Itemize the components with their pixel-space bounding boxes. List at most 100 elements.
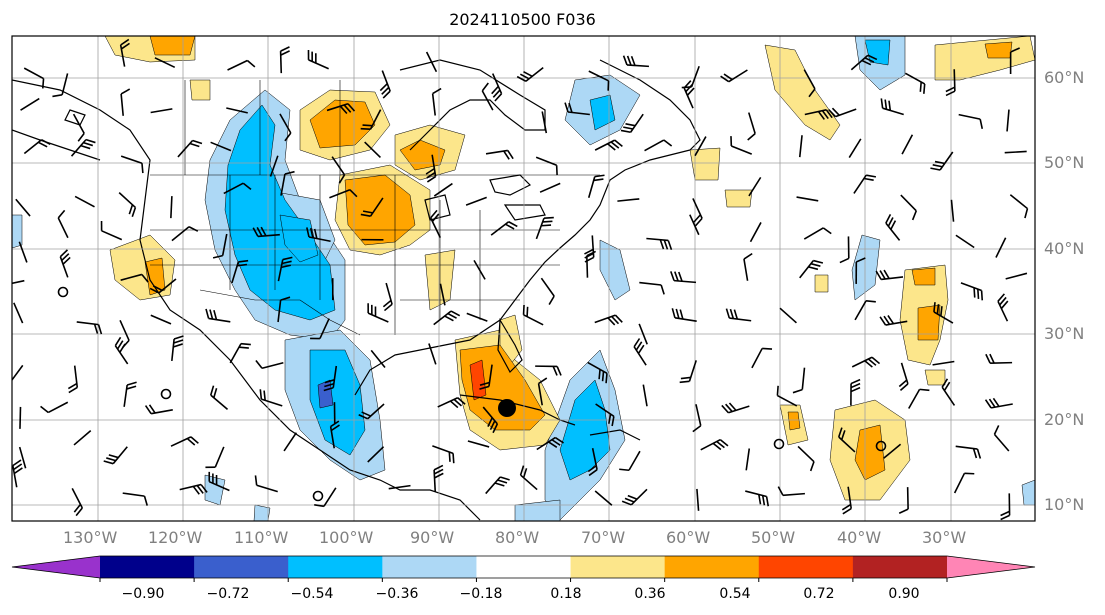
wind-barb — [177, 139, 203, 158]
wind-barb — [1005, 272, 1028, 280]
wind-barb — [149, 278, 177, 294]
wind-barb — [700, 438, 729, 451]
wind-barb — [425, 51, 438, 73]
wind-barb — [425, 154, 437, 183]
wind-barb — [229, 342, 251, 364]
wind-barb — [958, 113, 984, 129]
wind-barb — [885, 214, 901, 241]
wind-barb — [171, 335, 184, 361]
wind-barb — [123, 381, 137, 407]
wind-barb — [314, 487, 337, 508]
wind-barb — [13, 302, 24, 324]
wind-barb — [71, 488, 84, 517]
wind-barb — [179, 483, 208, 495]
wind-barb — [804, 109, 833, 120]
neg-region-small-2 — [204, 474, 226, 506]
storm-center-marker — [498, 399, 516, 417]
wind-barb — [901, 134, 914, 155]
wind-barb — [671, 308, 697, 322]
wind-barb — [743, 252, 753, 281]
wind-barb — [210, 141, 232, 152]
map-frame — [11, 35, 1036, 522]
wind-barb — [15, 198, 31, 217]
pos-region-small-4 — [189, 79, 211, 101]
wind-barb — [1004, 150, 1027, 154]
wind-barb — [689, 214, 700, 236]
lon-label-110w: 110°W — [234, 528, 289, 547]
wind-barb — [72, 113, 85, 142]
wind-barb — [307, 50, 329, 70]
wind-barb — [12, 364, 24, 384]
wind-barb — [360, 197, 384, 217]
wind-barb — [747, 112, 756, 141]
map-field-layer — [12, 36, 1035, 521]
pos-core-small — [787, 411, 801, 431]
wind-barb — [841, 486, 853, 515]
wind-barb — [848, 138, 862, 159]
wind-barb — [594, 139, 623, 151]
pos-region-west — [109, 234, 176, 301]
wind-barb — [52, 73, 69, 98]
wind-barb — [683, 80, 695, 109]
lon-label-120w: 120°W — [148, 528, 203, 547]
wind-barb — [803, 227, 832, 240]
pos-region-atl-north — [764, 44, 841, 141]
wind-barb — [154, 57, 176, 69]
neg-core-plains — [279, 214, 319, 263]
wind-barb — [587, 361, 608, 384]
wind-barb — [720, 69, 748, 83]
wind-barb — [433, 464, 444, 492]
wind-barb — [12, 459, 23, 488]
pos-core-canada — [309, 99, 376, 149]
wind-barb — [100, 220, 123, 241]
colorbar-tick-label: 0.36 — [634, 586, 666, 602]
wind-barb — [620, 113, 644, 134]
calm-circle — [773, 438, 785, 450]
wind-barb — [150, 314, 172, 325]
wind-barb — [905, 72, 926, 94]
wind-barb — [370, 349, 386, 369]
wind-barb — [955, 445, 982, 459]
wind-barb — [670, 271, 697, 284]
wind-barb — [18, 446, 27, 469]
wind-barb — [587, 447, 598, 477]
colorbar-segment — [664, 556, 760, 578]
wind-barb — [252, 226, 280, 238]
map-title: 2024110500 F036 — [449, 10, 596, 29]
neg-core-rockies — [224, 104, 336, 321]
wind-barb — [144, 404, 173, 415]
wind-barb — [803, 69, 816, 98]
colorbar-tick-label: −0.90 — [121, 586, 165, 602]
lat-label-60n: 60°N — [1044, 68, 1085, 87]
colorbar-segment — [194, 556, 289, 578]
lon-label-30w: 30°W — [922, 528, 967, 547]
pos-region-small-5 — [924, 369, 946, 386]
wind-barb — [995, 237, 1007, 258]
wind-barb — [898, 487, 909, 515]
wind-barb — [828, 107, 857, 118]
wind-barb — [1000, 493, 1011, 521]
wind-barb — [932, 360, 955, 366]
pos-core-top-left — [149, 36, 196, 56]
wind-barb — [433, 182, 453, 197]
calm-circle — [312, 490, 324, 502]
wind-barb — [358, 403, 385, 420]
wind-barb — [1009, 194, 1029, 219]
wind-barb — [255, 359, 284, 369]
wind-barb — [433, 310, 461, 326]
lon-label-100w: 100°W — [319, 528, 374, 547]
wind-barb — [955, 234, 975, 249]
lon-label-50w: 50°W — [751, 528, 796, 547]
wind-barb — [633, 338, 647, 366]
wind-barb — [883, 443, 902, 459]
colorbar-tick-label: 0.72 — [803, 586, 835, 602]
wind-barb — [594, 314, 623, 326]
wind-barb — [639, 281, 665, 295]
wind-barb — [933, 302, 954, 324]
wind-barb — [326, 102, 356, 115]
lon-label-60w: 60°W — [666, 528, 711, 547]
wind-barb — [23, 139, 51, 155]
wind-barb — [748, 176, 762, 197]
wind-barb — [170, 196, 173, 219]
wind-barb — [941, 378, 956, 406]
